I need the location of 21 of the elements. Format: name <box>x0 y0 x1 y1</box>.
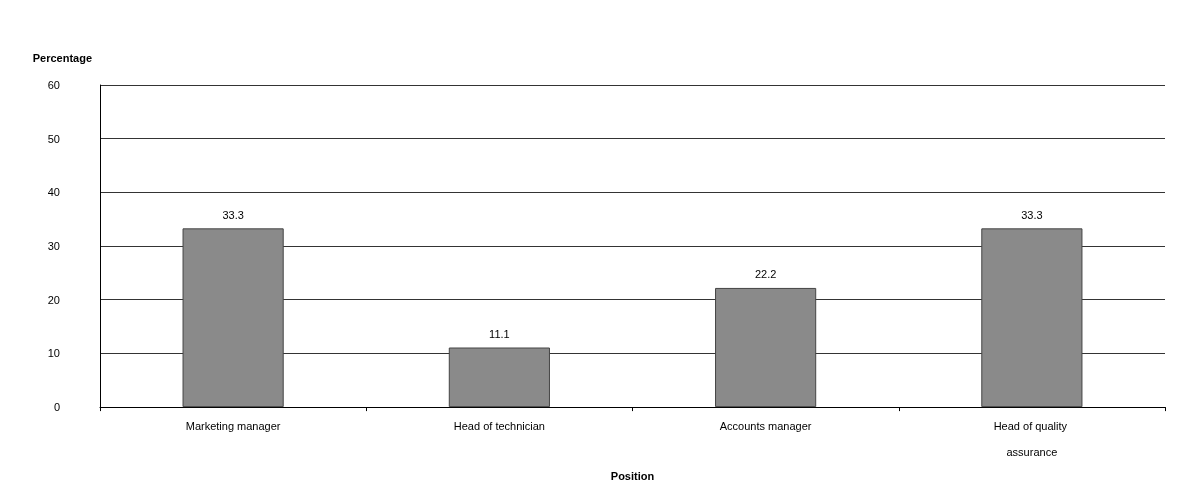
x-tick-label: Marketing manager <box>185 420 281 433</box>
x-tick-label: Accounts manager <box>719 420 812 433</box>
bar <box>182 228 284 408</box>
bar <box>981 228 1083 408</box>
data-label: 33.3 <box>1021 208 1043 221</box>
bar <box>448 347 550 408</box>
bar <box>715 287 817 408</box>
category-label: Head of quality assurance <box>993 420 1068 459</box>
y-tick-label: 30 <box>47 240 60 253</box>
data-label: 11.1 <box>489 328 510 341</box>
y-tick-label: 50 <box>47 132 60 145</box>
y-tick-label: 60 <box>47 79 60 91</box>
x-axis-title: Position <box>610 469 655 482</box>
y-tick-label: 0 <box>53 401 60 414</box>
y-axis-title: Percentage <box>32 51 92 64</box>
x-tick-label: Head of technician <box>453 420 545 433</box>
y-tick-label: 40 <box>47 186 60 199</box>
data-label: 33.3 <box>222 208 244 221</box>
y-tick-label: 10 <box>47 347 60 360</box>
y-tick-label: 20 <box>47 293 60 306</box>
data-label: 22.2 <box>754 268 777 281</box>
